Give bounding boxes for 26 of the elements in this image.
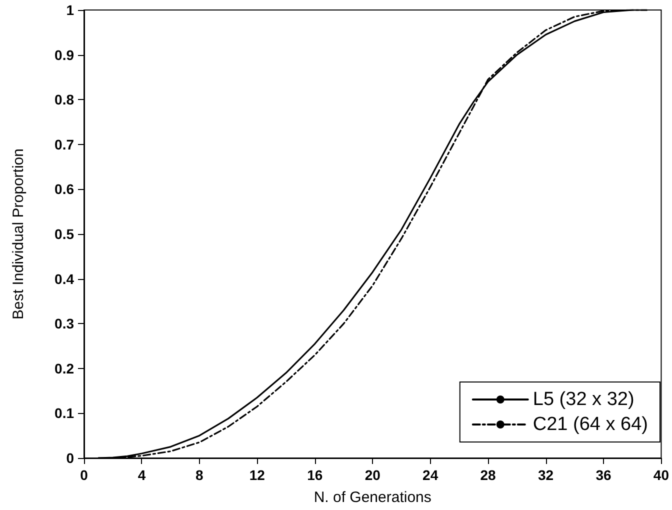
y-tick-label: 0.2 xyxy=(54,360,74,376)
y-tick-label: 1 xyxy=(66,2,74,18)
y-tick-label: 0.5 xyxy=(54,226,74,242)
x-tick-label: 16 xyxy=(307,467,323,483)
legend-label: L5 (32 x 32) xyxy=(532,389,634,410)
x-tick-label: 32 xyxy=(538,467,554,483)
x-tick-label: 28 xyxy=(480,467,496,483)
y-tick-label: 0 xyxy=(66,450,74,466)
x-tick-label: 0 xyxy=(80,467,88,483)
y-tick-label: 0.7 xyxy=(54,136,74,152)
x-tick-label: 8 xyxy=(196,467,204,483)
x-tick-label: 24 xyxy=(422,467,438,483)
x-tick-label: 12 xyxy=(249,467,266,483)
y-axis-title: Best Individual Proportion xyxy=(10,148,27,320)
y-tick-label: 0.9 xyxy=(54,46,74,63)
y-tick-label: 0.4 xyxy=(54,270,74,287)
y-tick-label: 0.8 xyxy=(54,92,74,108)
legend-label: C21 (64 x 64) xyxy=(532,414,648,435)
x-tick-label: 36 xyxy=(596,467,612,483)
x-tick-label: 4 xyxy=(138,467,146,483)
x-tick-label: 20 xyxy=(364,467,381,483)
y-tick-label: 0.3 xyxy=(54,316,74,332)
y-tick-label: 0.6 xyxy=(54,181,74,198)
x-tick-label: 40 xyxy=(653,467,670,483)
x-axis-title: N. of Generations xyxy=(314,489,432,506)
y-tick-label: 0.1 xyxy=(54,405,74,422)
